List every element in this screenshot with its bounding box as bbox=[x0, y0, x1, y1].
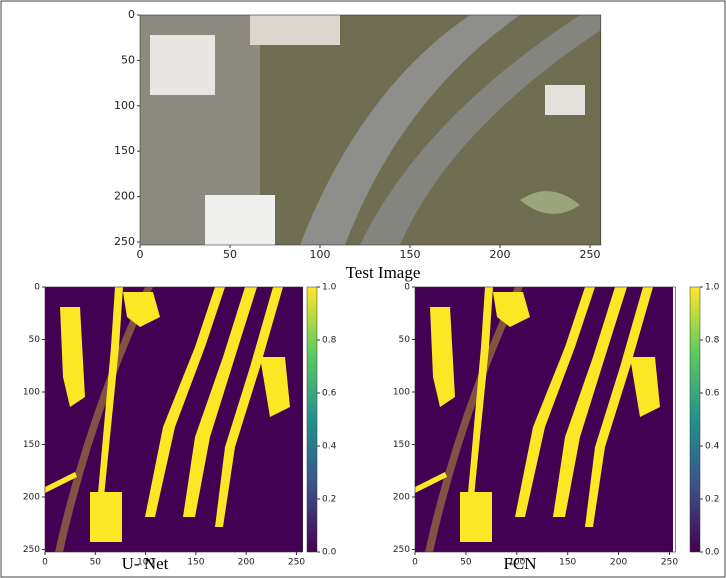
x-tick-label: 250 bbox=[661, 558, 678, 568]
colorbar-tick-label: 1.0 bbox=[705, 283, 720, 293]
colorbar-tick-label: 0.6 bbox=[705, 389, 720, 399]
y-tick-label: 50 bbox=[121, 53, 135, 66]
colorbar-tick-label: 0.8 bbox=[322, 336, 337, 346]
y-tick-label: 100 bbox=[23, 388, 40, 398]
x-tick-label: 50 bbox=[460, 558, 472, 568]
y-tick-label: 200 bbox=[23, 493, 40, 503]
x-tick-label: 50 bbox=[90, 558, 102, 568]
y-tick-label: 0 bbox=[34, 283, 40, 293]
x-tick-label: 100 bbox=[310, 248, 331, 261]
x-tick-label: 200 bbox=[610, 558, 627, 568]
colorbar-tick-label: 0.6 bbox=[322, 389, 337, 399]
y-tick-label: 50 bbox=[399, 335, 411, 345]
y-tick-label: 150 bbox=[393, 440, 410, 450]
colorbar-tick-label: 0.0 bbox=[705, 548, 720, 558]
colorbar-tick-label: 0.0 bbox=[322, 548, 337, 558]
x-tick-label: 50 bbox=[223, 248, 237, 261]
caption: FCN bbox=[503, 554, 536, 573]
x-tick-label: 0 bbox=[137, 248, 144, 261]
fcn-mask bbox=[415, 287, 673, 552]
colorbar-tick-label: 0.4 bbox=[705, 442, 720, 452]
y-tick-label: 200 bbox=[393, 493, 410, 503]
y-tick-label: 150 bbox=[114, 144, 135, 157]
y-tick-label: 100 bbox=[114, 99, 135, 112]
colorbar-tick-label: 1.0 bbox=[322, 283, 337, 293]
x-tick-label: 250 bbox=[580, 248, 601, 261]
y-tick-label: 150 bbox=[23, 440, 40, 450]
x-tick-label: 0 bbox=[42, 558, 48, 568]
x-tick-label: 150 bbox=[187, 558, 204, 568]
x-tick-label: 200 bbox=[238, 558, 255, 568]
x-tick-label: 250 bbox=[288, 558, 305, 568]
y-tick-label: 200 bbox=[114, 190, 135, 203]
x-tick-label: 200 bbox=[490, 248, 511, 261]
y-tick-label: 250 bbox=[393, 545, 410, 555]
colorbar-tick-label: 0.8 bbox=[705, 336, 720, 346]
colorbar-tick-label: 0.4 bbox=[322, 442, 337, 452]
y-tick-label: 0 bbox=[128, 8, 135, 21]
y-tick-label: 250 bbox=[23, 545, 40, 555]
test-image bbox=[140, 15, 601, 245]
x-tick-label: 150 bbox=[559, 558, 576, 568]
y-tick-label: 100 bbox=[393, 388, 410, 398]
caption: Test Image bbox=[346, 263, 421, 282]
y-tick-label: 250 bbox=[114, 235, 135, 248]
colorbar bbox=[690, 287, 700, 552]
y-tick-label: 0 bbox=[404, 283, 410, 293]
figure: 050100150200250050100150200250Test Image… bbox=[0, 0, 726, 578]
x-tick-label: 0 bbox=[412, 558, 418, 568]
y-tick-label: 50 bbox=[29, 335, 41, 345]
colorbar bbox=[307, 287, 317, 552]
colorbar-tick-label: 0.2 bbox=[705, 495, 719, 505]
caption: U- Net bbox=[122, 554, 169, 573]
x-tick-label: 150 bbox=[400, 248, 421, 261]
unet-mask bbox=[45, 287, 303, 552]
page: 050100150200250050100150200250Test Image… bbox=[0, 0, 726, 578]
colorbar-tick-label: 0.2 bbox=[322, 495, 336, 505]
